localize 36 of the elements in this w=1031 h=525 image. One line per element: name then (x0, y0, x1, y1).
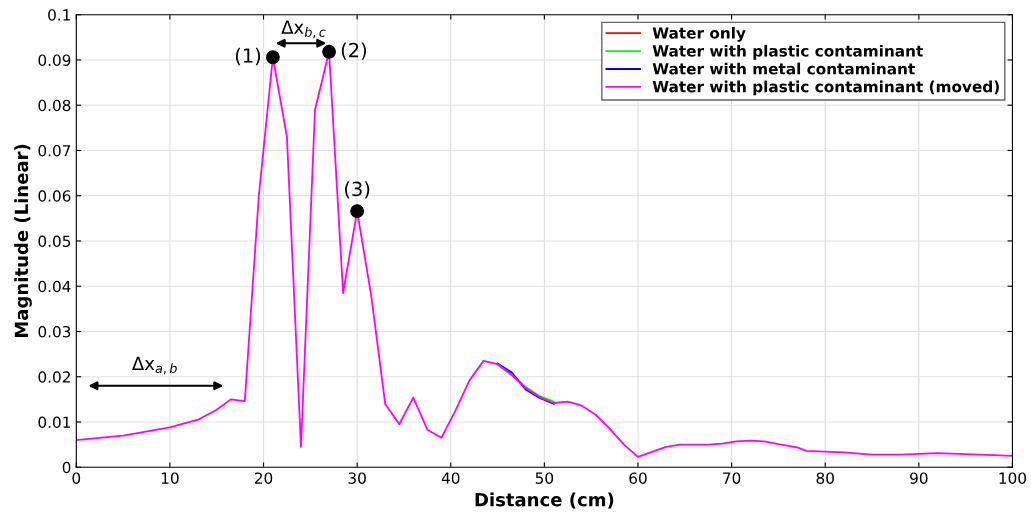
y-tick-label: 0.03 (38, 325, 71, 338)
legend-label: Water with plastic contaminant (652, 44, 923, 60)
y-tick-label: 0.04 (38, 280, 71, 293)
y-tick-label: 0.02 (38, 371, 70, 383)
point (265, 50, 280, 65)
annotation: Δx$_{b,c}$ (281, 20, 326, 39)
x-tick-label: 50 (535, 472, 554, 484)
y-axis-title: Magnitude (Linear) (14, 144, 32, 338)
y-tick-label: 0.05 (38, 235, 71, 247)
legend-label: Water only (652, 26, 746, 42)
annotation: Δx$_{a,b}$ (132, 356, 177, 375)
y-tick-label: 0 (62, 461, 71, 474)
x-tick-label: 40 (441, 472, 460, 484)
x-tick-label: 70 (723, 472, 741, 484)
legend-label: Water with metal contaminant (652, 62, 915, 75)
x-tick-label: 30 (348, 472, 366, 484)
annotation: (2) (341, 42, 367, 60)
point (350, 204, 365, 219)
x-tick-label: 80 (816, 472, 834, 484)
y-tick-label: 0.01 (38, 416, 71, 429)
x-tick-label: 0 (72, 472, 81, 484)
y-tick-label: 0.08 (38, 99, 71, 112)
x-tick-label: 100 (999, 472, 1027, 484)
annotation: (1) (235, 47, 261, 66)
y-tick-label: 0.07 (38, 144, 71, 157)
x-axis-title: Distance (cm) (475, 492, 614, 509)
y-tick-label: 0.09 (38, 54, 71, 66)
x-tick-label: 60 (629, 472, 647, 484)
y-tick-label: 0.1 (48, 9, 71, 21)
x-tick-label: 10 (161, 472, 179, 484)
x-tick-label: 90 (910, 472, 928, 484)
legend-label: Water with plastic contaminant (moved) (652, 80, 999, 96)
x-tick-label: 20 (254, 472, 273, 484)
annotation: (3) (345, 181, 370, 199)
y-tick-label: 0.06 (38, 190, 71, 202)
point (322, 44, 336, 59)
